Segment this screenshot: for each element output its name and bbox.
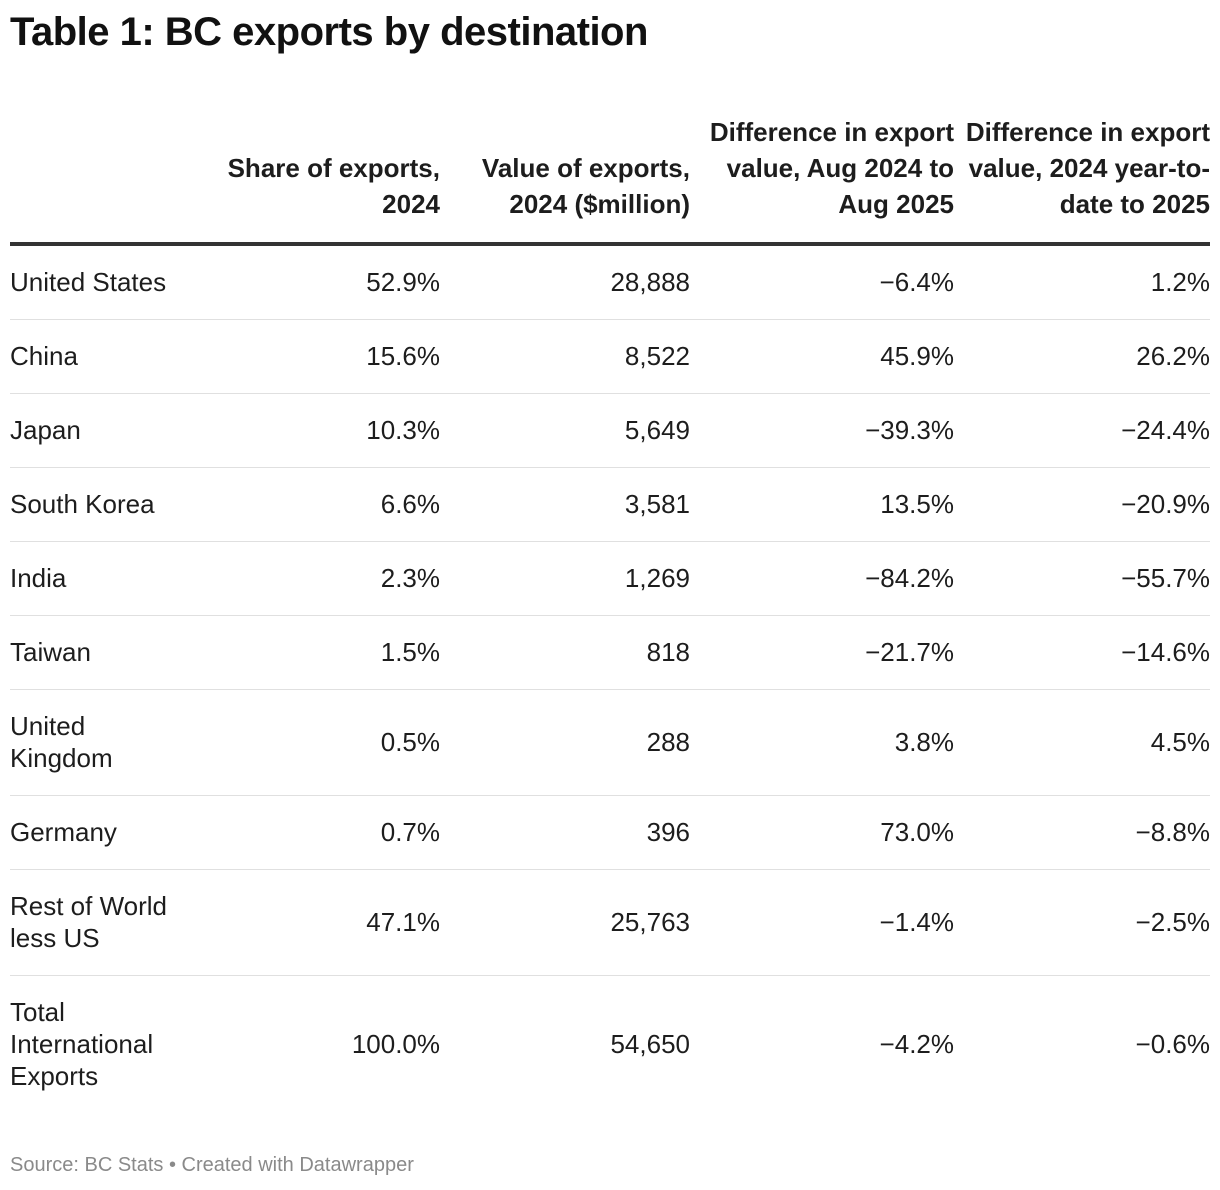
cell-destination: Germany — [10, 795, 210, 870]
cell-diff-aug: 3.8% — [690, 689, 954, 796]
cell-value-2024: 396 — [440, 795, 690, 870]
cell-share-2024: 52.9% — [210, 244, 440, 320]
source-footer: Source: BC Stats • Created with Datawrap… — [10, 1154, 414, 1176]
column-header-share-2024: Share of exports, 2024 — [210, 114, 440, 246]
header-row: Share of exports, 2024 Value of exports, … — [10, 114, 1210, 246]
table-title: Table 1: BC exports by destination — [10, 10, 648, 54]
cell-destination: United Kingdom — [10, 689, 210, 796]
table-row: Rest of World less US 47.1% 25,763 −1.4% −2.… — [10, 869, 1210, 976]
cell-diff-aug: 13.5% — [690, 467, 954, 542]
cell-destination: Total International Exports — [10, 997, 154, 1091]
cell-value-2024: 28,888 — [440, 244, 690, 320]
column-header-diff-ytd: Difference in export value, 2024 year-to… — [954, 114, 1210, 246]
cell-share-2024: 0.5% — [210, 689, 440, 796]
cell-value-2024: 1,269 — [440, 541, 690, 616]
cell-value-2024: 54,650 — [610, 1029, 690, 1059]
cell-share-2024: 2.3% — [210, 541, 440, 616]
cell-diff-ytd: −8.8% — [954, 795, 1210, 870]
cell-value-2024: 288 — [440, 689, 690, 796]
cell-diff-aug: −84.2% — [690, 541, 954, 616]
cell-share-2024: 15.6% — [210, 319, 440, 394]
cell-destination: Rest of World less US — [10, 869, 210, 976]
column-header-destination — [10, 114, 210, 246]
cell-share-2024: 1.5% — [210, 615, 440, 690]
cell-diff-aug: −39.3% — [690, 393, 954, 468]
cell-share-2024: 10.3% — [210, 393, 440, 468]
cell-share-2024: 6.6% — [210, 467, 440, 542]
cell-share-2024: 47.1% — [210, 869, 440, 976]
table-row: United Kingdom 0.5% 288 3.8% 4.5% — [10, 689, 1210, 796]
column-header-value-2024: Value of exports, 2024 ($million) — [440, 114, 690, 246]
table-row: China 15.6% 8,522 45.9% 26.2% — [10, 319, 1210, 394]
cell-destination: South Korea — [10, 467, 210, 542]
cell-value-2024: 5,649 — [440, 393, 690, 468]
cell-destination: China — [10, 319, 210, 394]
cell-diff-ytd: 1.2% — [954, 244, 1210, 320]
table-row: India 2.3% 1,269 −84.2% −55.7% — [10, 541, 1210, 616]
table-row: South Korea 6.6% 3,581 13.5% −20.9% — [10, 467, 1210, 542]
table-row: United States 52.9% 28,888 −6.4% 1.2% — [10, 244, 1210, 320]
table-row: Total International Exports 100.0% 54,650 −… — [10, 976, 1210, 1114]
cell-diff-ytd: −55.7% — [954, 541, 1210, 616]
cell-diff-ytd: −14.6% — [954, 615, 1210, 690]
table-row: Japan 10.3% 5,649 −39.3% −24.4% — [10, 393, 1210, 468]
cell-diff-ytd: −2.5% — [954, 869, 1210, 976]
cell-share-2024: 0.7% — [210, 795, 440, 870]
cell-destination: India — [10, 541, 210, 616]
cell-value-2024: 3,581 — [440, 467, 690, 542]
cell-diff-ytd: 4.5% — [954, 689, 1210, 796]
cell-share-2024: 100.0% — [351, 1029, 440, 1059]
cell-diff-aug: 73.0% — [690, 795, 954, 870]
column-header-diff-aug: Difference in export value, Aug 2024 to … — [690, 114, 954, 246]
cell-diff-aug: −21.7% — [690, 615, 954, 690]
cell-diff-aug: 45.9% — [690, 319, 954, 394]
cell-destination: United States — [10, 244, 210, 320]
cell-diff-ytd: −24.4% — [954, 393, 1210, 468]
table-row: Taiwan 1.5% 818 −21.7% −14.6% — [10, 615, 1210, 690]
cell-value-2024: 8,522 — [440, 319, 690, 394]
cell-diff-aug: −4.2% — [879, 1029, 954, 1059]
cell-diff-ytd: 26.2% — [954, 319, 1210, 394]
cell-value-2024: 25,763 — [440, 869, 690, 976]
cell-destination: Japan — [10, 393, 210, 468]
exports-table: Share of exports, 2024 Value of exports, … — [10, 114, 1210, 1113]
cell-destination: Taiwan — [10, 615, 210, 690]
table-row: Germany 0.7% 396 73.0% −8.8% — [10, 795, 1210, 870]
cell-diff-aug: −1.4% — [690, 869, 954, 976]
cell-diff-aug: −6.4% — [690, 244, 954, 320]
cell-diff-ytd: −20.9% — [954, 467, 1210, 542]
cell-diff-ytd: −0.6% — [1135, 1029, 1210, 1059]
cell-value-2024: 818 — [440, 615, 690, 690]
